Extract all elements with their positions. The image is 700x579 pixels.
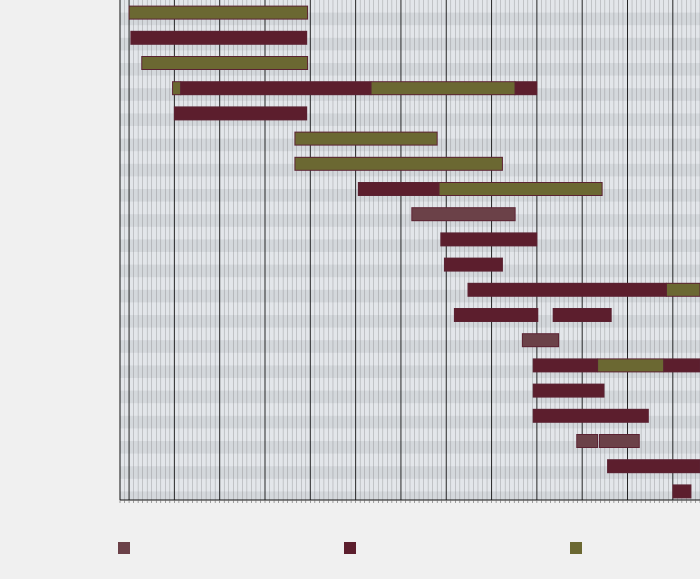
task-bar-13-segment-1 xyxy=(453,308,539,322)
task-bar-14-segment-1 xyxy=(521,333,560,348)
task-bar-12-segment-1 xyxy=(467,282,667,297)
task-bar-15-segment-1 xyxy=(532,358,599,373)
task-bar-13-segment-2 xyxy=(552,308,612,322)
task-bar-12-segment-2 xyxy=(665,282,700,297)
task-bar-15-segment-3 xyxy=(663,358,700,373)
task-bar-9-segment-1 xyxy=(411,207,516,222)
task-bar-16-segment-1 xyxy=(532,383,605,398)
task-bar-15-segment-2 xyxy=(597,358,665,373)
task-bars xyxy=(128,5,700,499)
legend-item-2 xyxy=(344,541,362,555)
task-bar-8-segment-2 xyxy=(438,182,603,196)
task-bar-1-segment-1 xyxy=(128,5,309,20)
task-bar-4-segment-3 xyxy=(370,81,516,96)
task-bar-18-segment-1 xyxy=(576,434,599,448)
task-bar-4-segment-2 xyxy=(180,81,372,96)
task-bar-6-segment-1 xyxy=(294,131,438,146)
task-bar-10-segment-1 xyxy=(440,232,538,247)
task-bar-18-segment-2 xyxy=(598,434,640,448)
task-bar-5-segment-1 xyxy=(173,106,308,121)
task-bar-20-segment-1 xyxy=(672,484,692,499)
legend xyxy=(0,541,700,555)
task-bar-2-segment-1 xyxy=(130,30,308,45)
task-bar-3-segment-1 xyxy=(141,56,309,70)
legend-swatch-3 xyxy=(570,542,582,554)
legend-swatch-1 xyxy=(118,542,130,554)
task-bar-11-segment-1 xyxy=(443,257,503,272)
task-bar-17-segment-1 xyxy=(532,408,649,423)
legend-swatch-2 xyxy=(344,542,356,554)
task-bar-19-segment-1 xyxy=(607,459,700,474)
legend-item-1 xyxy=(118,541,136,555)
task-bar-8-segment-1 xyxy=(357,182,440,196)
task-bar-4-segment-1 xyxy=(172,81,182,96)
task-bar-7-segment-1 xyxy=(294,156,503,171)
legend-item-3 xyxy=(570,541,588,555)
task-bar-4-segment-4 xyxy=(514,81,538,96)
